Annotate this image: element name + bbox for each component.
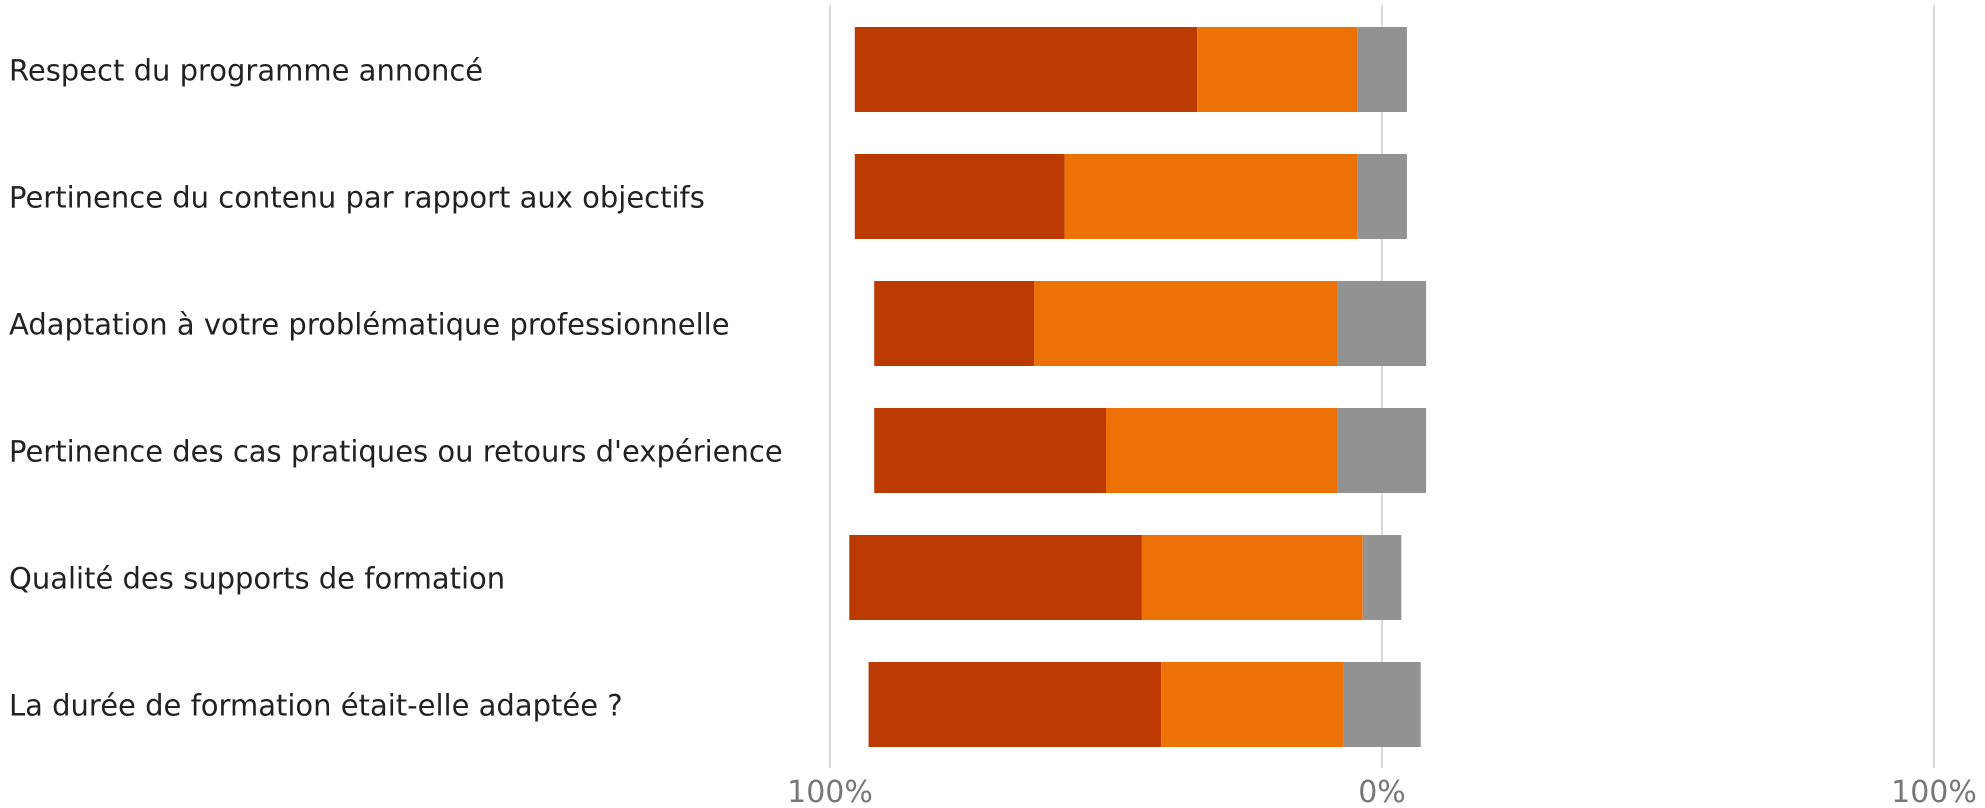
bar-segment-series-3 bbox=[1362, 535, 1402, 620]
gridlines bbox=[829, 5, 1935, 768]
bars bbox=[849, 27, 1427, 747]
category-label: Pertinence des cas pratiques ou retours … bbox=[9, 435, 783, 469]
category-label: La durée de formation était-elle adaptée… bbox=[9, 689, 623, 723]
category-label: Pertinence du contenu par rapport aux ob… bbox=[9, 181, 705, 215]
bar-segment-series-3 bbox=[1357, 154, 1407, 239]
bar-segment-series-1 bbox=[849, 535, 1142, 620]
x-tick-label: 0% bbox=[1358, 775, 1406, 808]
bar-segment-series-2 bbox=[1064, 154, 1358, 239]
x-axis-ticks: 100% 0% 100% bbox=[787, 775, 1977, 808]
x-tick-label: 100% bbox=[787, 775, 873, 808]
category-label: Respect du programme annoncé bbox=[9, 54, 483, 88]
bar-segment-series-1 bbox=[854, 27, 1197, 112]
bar-segment-series-1 bbox=[854, 154, 1065, 239]
bar-segment-series-2 bbox=[1034, 281, 1338, 366]
bar-segment-series-3 bbox=[1357, 27, 1407, 112]
category-labels: Respect du programme annoncé Pertinence d… bbox=[9, 54, 783, 723]
category-label: Adaptation à votre problématique profess… bbox=[9, 308, 730, 342]
bar-segment-series-1 bbox=[874, 281, 1035, 366]
category-label: Qualité des supports de formation bbox=[9, 562, 505, 596]
bar-segment-series-2 bbox=[1141, 535, 1363, 620]
x-tick-label: 100% bbox=[1891, 775, 1977, 808]
bar-segment-series-1 bbox=[868, 662, 1162, 747]
bar-segment-series-2 bbox=[1197, 27, 1358, 112]
bar-segment-series-2 bbox=[1106, 408, 1338, 493]
bar-segment-series-1 bbox=[874, 408, 1106, 493]
bar-segment-series-3 bbox=[1343, 662, 1421, 747]
bar-segment-series-3 bbox=[1337, 281, 1427, 366]
bar-segment-series-2 bbox=[1161, 662, 1344, 747]
bar-segment-series-3 bbox=[1337, 408, 1427, 493]
